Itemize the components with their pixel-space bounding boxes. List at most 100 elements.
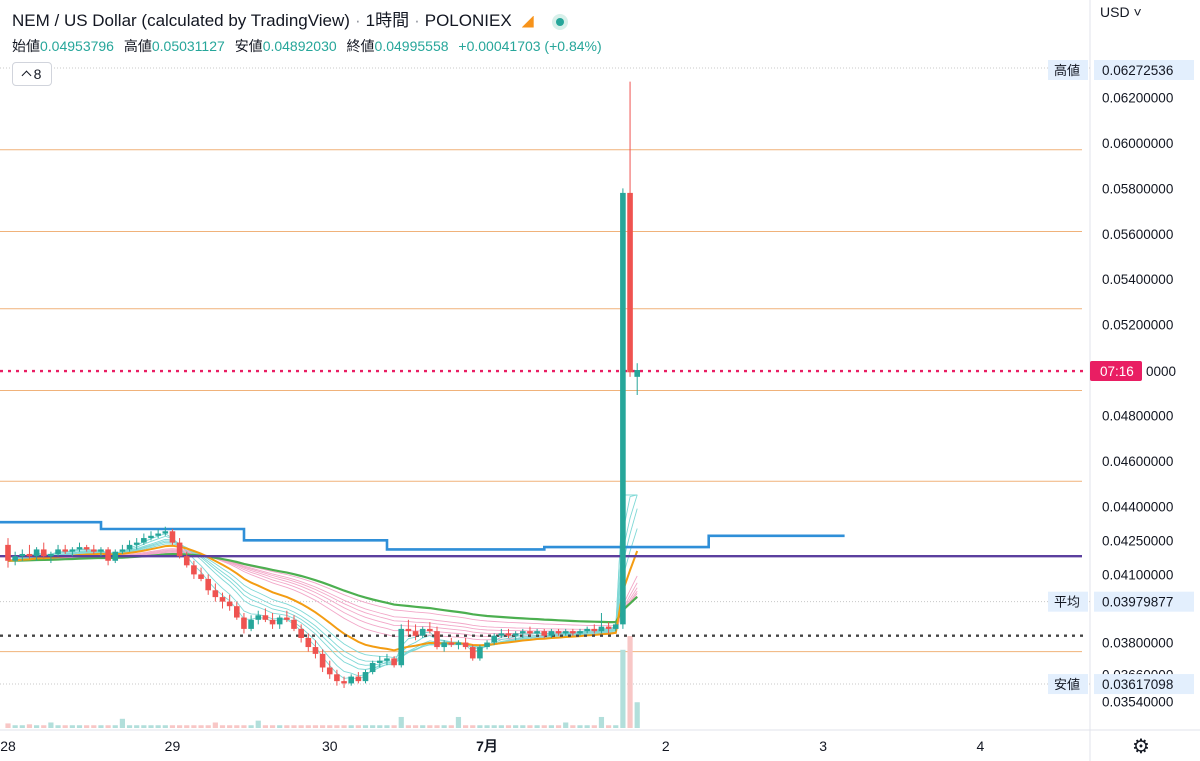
candle-body (155, 533, 161, 536)
volume-bar (91, 725, 97, 728)
candle-body (477, 647, 483, 659)
low-marker-value: 0.03617098 (1102, 677, 1173, 692)
volume-bar (255, 720, 261, 728)
volume-bar (377, 725, 383, 728)
candle-body (298, 628, 304, 638)
volume-bar (391, 725, 397, 728)
volume-bar (355, 725, 361, 728)
volume-bar (119, 718, 125, 728)
candle-body (498, 633, 505, 636)
price-tick-label: 0.04600000 (1102, 454, 1173, 469)
price-tick-label: 0.04400000 (1102, 499, 1173, 514)
candle-body (148, 535, 154, 539)
volume-bar (634, 702, 640, 728)
high-marker-label: 高値 (1054, 63, 1080, 78)
volume-bar (312, 725, 319, 728)
poloniex-logo-icon (521, 15, 534, 28)
ohlc-legend: 始値0.04953796 高値0.05031127 安値0.04892030 終… (12, 36, 608, 56)
volume-bar (141, 725, 147, 728)
volume-bar (491, 725, 497, 728)
volume-bar (434, 725, 440, 728)
volume-bar (12, 725, 18, 728)
symbol-title[interactable]: NEM / US Dollar (calculated by TradingVi… (12, 11, 350, 30)
volume-bar (627, 636, 633, 728)
candle-body (541, 631, 548, 636)
candle-body (305, 637, 312, 648)
price-tick-label: 0.05200000 (1102, 318, 1173, 333)
volume-bar (98, 725, 104, 728)
candle-body (269, 619, 276, 625)
low-value: 0.04892030 (262, 38, 337, 54)
candle-body (69, 549, 76, 552)
candle-body (284, 617, 290, 620)
volume-bar (606, 725, 612, 728)
volume-bar (5, 723, 11, 728)
indicators-toggle-button[interactable]: 8 (12, 62, 52, 86)
interval-label[interactable]: 1時間 (365, 11, 410, 30)
volume-bar (577, 725, 583, 728)
candle-body (512, 633, 519, 636)
gear-icon[interactable]: ⚙ (1132, 736, 1150, 758)
candle-body (326, 667, 333, 675)
candle-body (334, 674, 340, 682)
volume-bar (105, 725, 111, 728)
volume-bar (134, 725, 140, 728)
volume-bar (162, 725, 168, 728)
change-value: +0.00041703 (+0.84%) (458, 38, 602, 54)
candle-body (398, 628, 405, 666)
volume-bar (76, 725, 83, 728)
high-label: 高値 (123, 38, 152, 54)
volume-bar (427, 725, 433, 728)
price-tick-label: 0000 (1146, 364, 1176, 379)
candle-body (76, 547, 83, 550)
live-status-icon (551, 13, 568, 30)
candle-body (605, 626, 612, 629)
volume-bar (505, 725, 512, 728)
volume-bar (334, 725, 340, 728)
price-tick-label: 0.06000000 (1102, 136, 1173, 151)
volume-bar (470, 725, 476, 728)
volume-bar (155, 725, 161, 728)
high-marker-value: 0.06272536 (1102, 63, 1173, 78)
volume-bar (112, 725, 118, 728)
volume-bar (463, 725, 469, 728)
candle-body (55, 549, 61, 554)
volume-bar (205, 725, 211, 728)
time-tick-label: 4 (977, 738, 985, 754)
candle-body (462, 642, 469, 648)
candle-body (62, 549, 68, 552)
blue-step-line (0, 520, 845, 551)
candle-body (98, 549, 104, 552)
avg-marker-label: 平均 (1054, 595, 1080, 610)
candle-body (169, 531, 176, 543)
volume-bar (248, 725, 254, 728)
volume-bar (148, 725, 154, 728)
candle-body (469, 647, 476, 659)
volume-bar (212, 722, 218, 728)
close-value: 0.04995558 (374, 38, 449, 54)
candle-body (555, 631, 562, 634)
candle-body (226, 601, 233, 607)
candle-body (412, 631, 419, 636)
candle-body (312, 647, 319, 654)
candle-body (33, 549, 40, 557)
volume-bar (277, 725, 283, 728)
candle-body (319, 653, 326, 668)
candle-body (505, 633, 512, 636)
volume-bar (234, 725, 240, 728)
avg-marker-tag (1048, 591, 1088, 612)
candle-body (534, 631, 540, 634)
volume-bar (420, 725, 426, 728)
volume-bar (534, 725, 540, 728)
volume-bar (362, 725, 369, 728)
chevron-up-icon (21, 70, 32, 81)
candle-body (176, 542, 183, 557)
volume-bar (19, 725, 25, 728)
candle-body (162, 531, 169, 534)
countdown-tag (1090, 361, 1142, 382)
volume-bar (405, 725, 411, 728)
currency-selector[interactable]: USD ˅ (1100, 4, 1142, 20)
volume-bar (69, 725, 75, 728)
price-tick-label: 0.03540000 (1102, 695, 1173, 710)
